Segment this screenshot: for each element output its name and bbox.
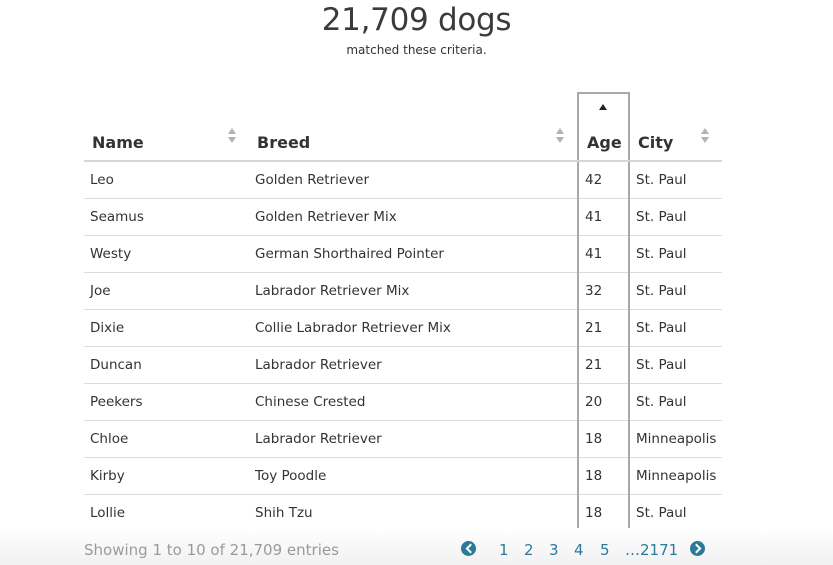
cell-age: 20 (577, 383, 630, 421)
table-row: Joe Labrador Retriever Mix 32 St. Paul (84, 272, 722, 310)
cell-breed: Labrador Retriever (249, 346, 578, 384)
table-row: Dixie Collie Labrador Retriever Mix 21 S… (84, 309, 722, 347)
cell-city: St. Paul (629, 161, 722, 199)
column-header-label: Age (587, 133, 622, 152)
cell-city: St. Paul (629, 235, 722, 273)
cell-breed: German Shorthaired Pointer (249, 235, 578, 273)
cell-city: St. Paul (629, 198, 722, 236)
table-row: Chloe Labrador Retriever 18 Minneapolis (84, 420, 722, 458)
cell-city: St. Paul (629, 272, 722, 310)
cell-age: 21 (577, 309, 630, 347)
page-link-3[interactable]: 3 (549, 541, 559, 559)
cell-city: St. Paul (629, 346, 722, 384)
cell-name: Leo (84, 161, 249, 199)
cell-name: Dixie (84, 309, 249, 347)
column-header-label: Breed (257, 133, 311, 152)
previous-page-icon[interactable] (461, 541, 476, 556)
page-link-2[interactable]: 2 (524, 541, 534, 559)
column-header-label: Name (92, 133, 144, 152)
next-page-icon[interactable] (690, 541, 705, 556)
column-header-city[interactable]: City (629, 93, 722, 162)
column-header-name[interactable]: Name (84, 93, 249, 162)
table-row: Lollie Shih Tzu 18 St. Paul (84, 494, 722, 533)
page-link-5[interactable]: 5 (600, 541, 610, 559)
cell-name: Seamus (84, 198, 249, 236)
result-caption: matched these criteria. (346, 43, 487, 57)
cell-city: St. Paul (629, 494, 722, 533)
sort-icon (701, 128, 710, 144)
page-link-4[interactable]: 4 (574, 541, 584, 559)
cell-breed: Toy Poodle (249, 457, 578, 495)
cell-breed: Golden Retriever (249, 161, 578, 199)
cell-name: Lollie (84, 494, 249, 533)
cell-city: Minneapolis (629, 420, 722, 458)
table-row: Duncan Labrador Retriever 21 St. Paul (84, 346, 722, 384)
cell-breed: Labrador Retriever (249, 420, 578, 458)
cell-name: Westy (84, 235, 249, 273)
cell-breed: Shih Tzu (249, 494, 578, 533)
dogs-table: Name Breed Age City Leo Golden Retriever… (84, 92, 722, 533)
cell-breed: Golden Retriever Mix (249, 198, 578, 236)
cell-age: 41 (577, 198, 630, 236)
sort-icon (556, 128, 565, 144)
table-row: Westy German Shorthaired Pointer 41 St. … (84, 235, 722, 273)
table-header-row: Name Breed Age City (84, 92, 722, 162)
cell-name: Joe (84, 272, 249, 310)
cell-name: Duncan (84, 346, 249, 384)
table-row: Leo Golden Retriever 42 St. Paul (84, 161, 722, 199)
cell-name: Kirby (84, 457, 249, 495)
cell-age: 18 (577, 494, 630, 533)
cell-name: Peekers (84, 383, 249, 421)
column-header-label: City (638, 133, 674, 152)
cell-age: 21 (577, 346, 630, 384)
result-count: 21,709 dogs (321, 2, 512, 38)
table-info: Showing 1 to 10 of 21,709 entries (84, 541, 339, 559)
cell-breed: Labrador Retriever Mix (249, 272, 578, 310)
cell-age: 41 (577, 235, 630, 273)
column-header-age[interactable]: Age (577, 92, 630, 162)
cell-city: St. Paul (629, 383, 722, 421)
page-link-1[interactable]: 1 (499, 541, 509, 559)
table-row: Kirby Toy Poodle 18 Minneapolis (84, 457, 722, 495)
cell-name: Chloe (84, 420, 249, 458)
cell-city: St. Paul (629, 309, 722, 347)
column-header-breed[interactable]: Breed (249, 93, 578, 162)
table-row: Peekers Chinese Crested 20 St. Paul (84, 383, 722, 421)
table-row: Seamus Golden Retriever Mix 41 St. Paul (84, 198, 722, 236)
cell-age: 42 (577, 161, 630, 199)
sort-ascending-icon (599, 104, 607, 110)
cell-breed: Chinese Crested (249, 383, 578, 421)
cell-age: 32 (577, 272, 630, 310)
cell-breed: Collie Labrador Retriever Mix (249, 309, 578, 347)
cell-city: Minneapolis (629, 457, 722, 495)
cell-age: 18 (577, 420, 630, 458)
sort-icon (228, 128, 237, 144)
page-link-last[interactable]: …2171 (625, 541, 679, 559)
cell-age: 18 (577, 457, 630, 495)
